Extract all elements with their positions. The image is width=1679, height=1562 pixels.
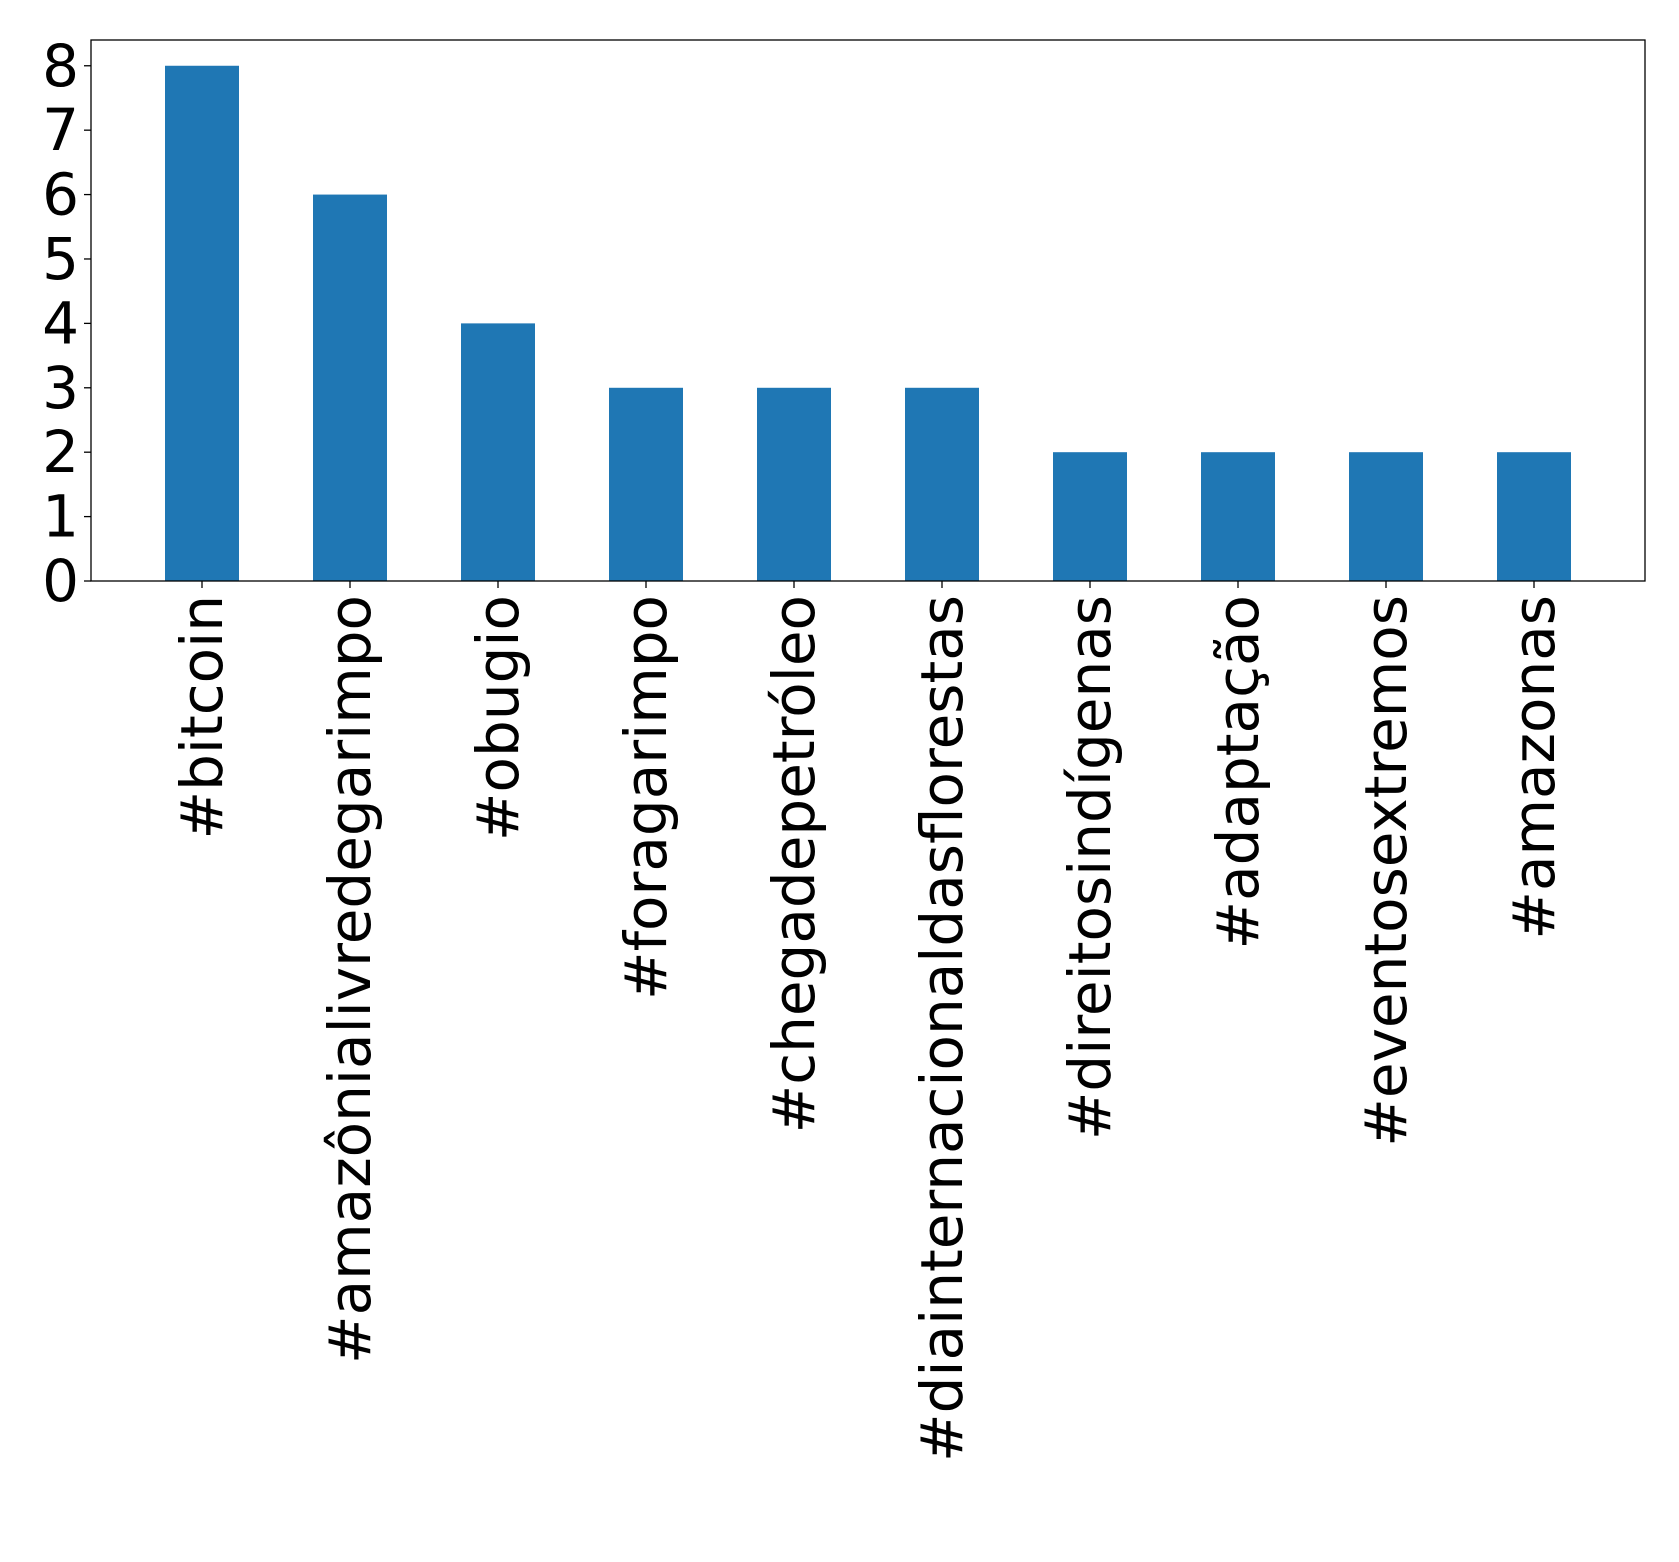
- bar: [609, 387, 683, 581]
- y-tick-label: 6: [42, 161, 79, 229]
- x-tick-label: #chegadepetróleo: [760, 595, 828, 1133]
- x-tick-label: #amazônialivredegarimpo: [316, 595, 384, 1364]
- y-tick-label: 7: [42, 96, 79, 164]
- y-tick-label: 8: [42, 32, 79, 100]
- plot-area-frame: [90, 39, 1646, 582]
- x-axis: #bitcoin #amazônialivredegarimpo #obugio #f…: [168, 581, 1568, 1462]
- y-tick-label: 0: [42, 547, 79, 615]
- bar: [165, 65, 239, 581]
- bar: [461, 323, 535, 581]
- x-tick-label: #adaptação: [1204, 595, 1272, 950]
- y-tick-label: 4: [42, 289, 79, 357]
- x-tick-label: #obugio: [464, 595, 532, 841]
- x-tick-label: #bitcoin: [168, 595, 236, 840]
- bar: [1497, 452, 1571, 581]
- bar: [313, 194, 387, 582]
- x-tick-label: #foragarimpo: [612, 595, 680, 1000]
- x-tick-label: #diainternacionaldasflorestas: [908, 595, 976, 1462]
- bar: [1053, 452, 1127, 581]
- x-tick-label: #amazonas: [1500, 595, 1568, 940]
- bar: [1201, 452, 1275, 581]
- x-tick-label: #direitosindígenas: [1056, 595, 1124, 1140]
- y-tick-label: 5: [42, 225, 79, 293]
- bars-layer: [165, 65, 1571, 582]
- y-tick-label: 1: [42, 483, 79, 551]
- bar: [905, 387, 979, 581]
- y-tick-label: 3: [42, 354, 79, 422]
- bar: [1349, 452, 1423, 581]
- y-tick-label: 2: [42, 418, 79, 486]
- x-tick-label: #eventosextremos: [1352, 595, 1420, 1147]
- bar: [757, 387, 831, 581]
